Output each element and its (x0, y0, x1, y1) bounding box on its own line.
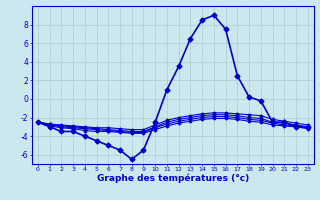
X-axis label: Graphe des températures (°c): Graphe des températures (°c) (97, 174, 249, 183)
